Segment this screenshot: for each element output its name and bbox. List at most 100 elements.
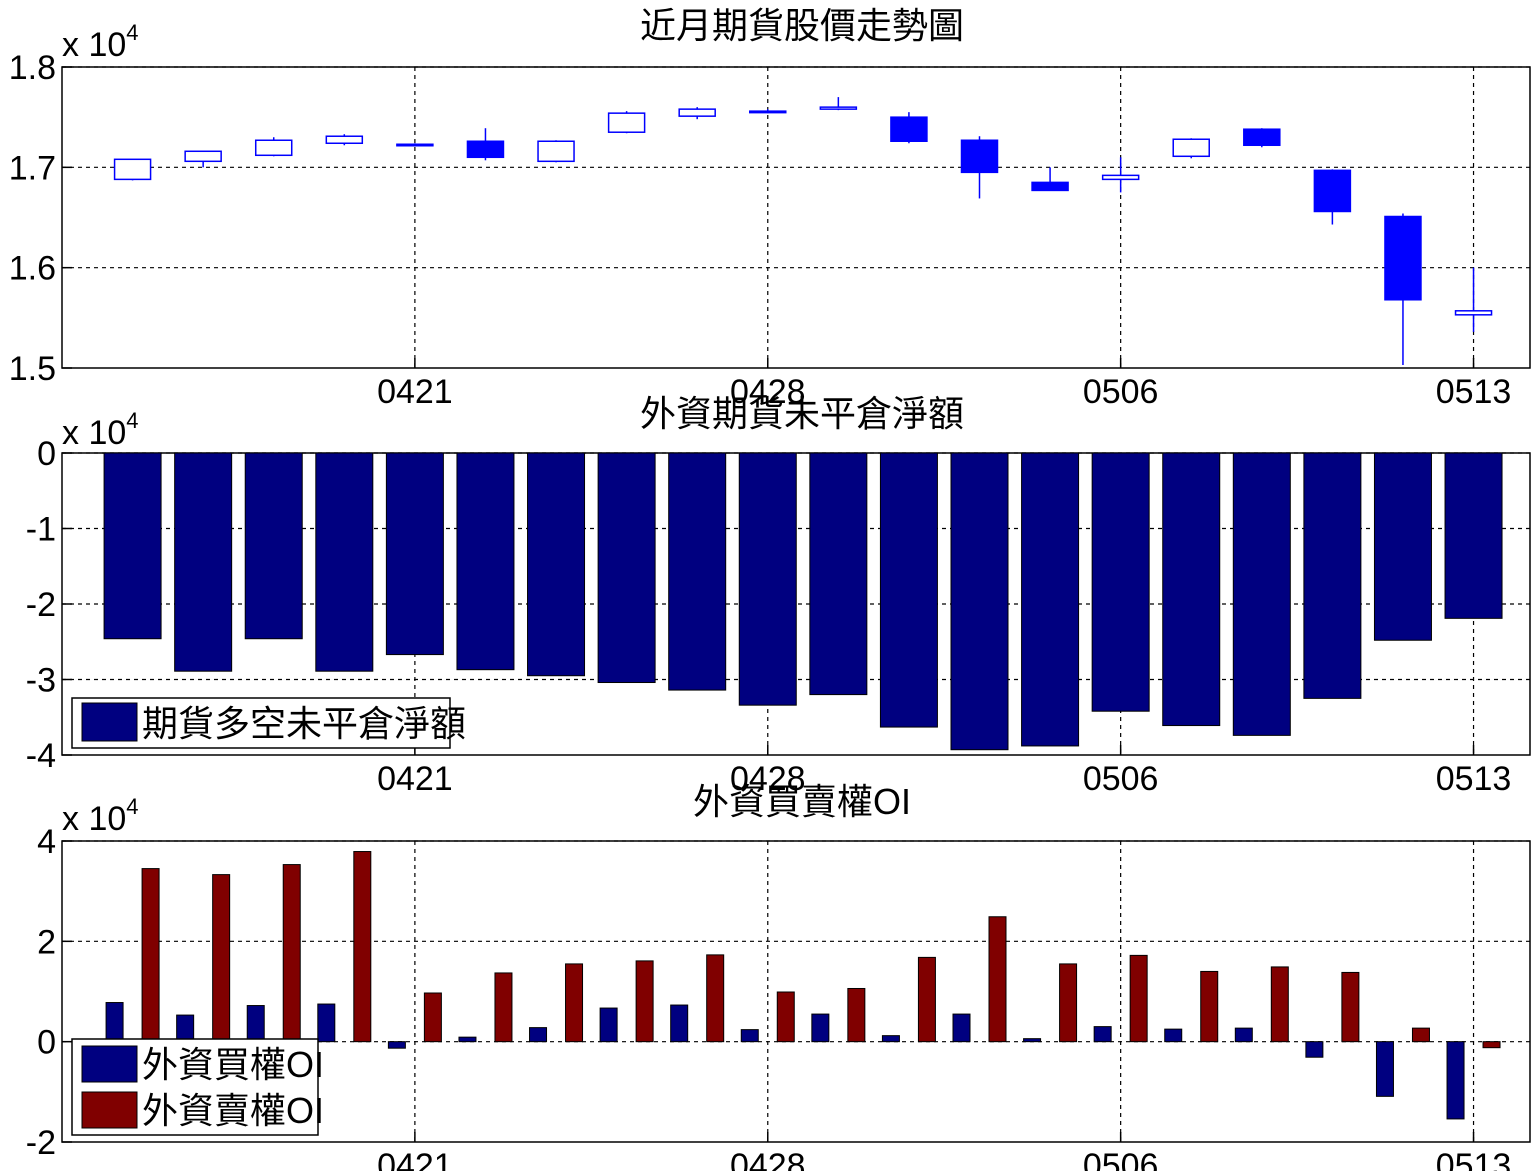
options-x-tick-label-2: 0506 bbox=[1083, 1147, 1159, 1171]
price-x-tick-label-0: 0421 bbox=[377, 373, 453, 411]
options-legend-label-put: 外資賣權OI bbox=[142, 1090, 324, 1131]
candle bbox=[396, 143, 434, 147]
price-x-tick-label-3: 0513 bbox=[1436, 373, 1512, 411]
futures-x-tick-label-1: 0428 bbox=[730, 760, 806, 798]
options-bar bbox=[1234, 1027, 1253, 1043]
options-bar bbox=[565, 963, 584, 1043]
options-bar bbox=[1129, 954, 1148, 1043]
candle bbox=[1101, 157, 1140, 193]
options-bar bbox=[387, 1041, 406, 1049]
options-bar bbox=[458, 1036, 477, 1043]
options-bar bbox=[811, 1013, 830, 1043]
futures-y-tick-label-1: -1 bbox=[26, 511, 56, 549]
options-bar bbox=[141, 868, 160, 1043]
candle bbox=[1172, 138, 1210, 159]
options-bar bbox=[353, 851, 372, 1043]
futures-legend-swatch bbox=[81, 702, 138, 742]
futures-bar bbox=[1373, 452, 1432, 641]
options-legend-swatch-put bbox=[81, 1091, 138, 1129]
price-exponent-label: x 104 bbox=[62, 20, 139, 64]
options-bar bbox=[988, 916, 1007, 1043]
futures-legend-label: 期貨多空未平倉淨額 bbox=[142, 703, 466, 744]
candle-body bbox=[749, 110, 787, 114]
candle-body bbox=[1243, 128, 1281, 147]
options-bar bbox=[317, 1003, 336, 1043]
options-bars bbox=[105, 851, 1501, 1120]
options-y-tick-label-0: 4 bbox=[37, 823, 56, 861]
options-chart-title: 外資買賣權OI bbox=[693, 781, 911, 822]
candle bbox=[466, 128, 505, 161]
candle-body bbox=[184, 150, 222, 163]
price-plot-area bbox=[61, 66, 1531, 369]
candle bbox=[819, 97, 858, 111]
options-bar bbox=[212, 874, 231, 1043]
options-bar bbox=[176, 1014, 195, 1043]
options-bar bbox=[776, 991, 795, 1043]
options-y-ticks: 4 2 0 -2 bbox=[26, 823, 72, 1162]
futures-y-ticks: 0 -1 -2 -3 -4 bbox=[26, 435, 72, 775]
options-legend-label-call: 外資買權OI bbox=[142, 1044, 324, 1085]
candle bbox=[678, 107, 716, 120]
options-legend: 外資買權OI 外資賣權OI bbox=[71, 1038, 324, 1136]
candle-body bbox=[113, 158, 152, 181]
options-bar bbox=[1446, 1041, 1465, 1120]
candle bbox=[537, 140, 575, 163]
futures-y-tick-label-4: -4 bbox=[26, 737, 56, 775]
futures-bar bbox=[809, 452, 868, 696]
futures-bar bbox=[385, 452, 444, 656]
candle bbox=[325, 134, 364, 146]
futures-bar bbox=[456, 452, 515, 671]
candle-body bbox=[254, 139, 293, 157]
candle-body bbox=[819, 106, 858, 110]
options-bar bbox=[917, 956, 936, 1043]
futures-bar bbox=[879, 452, 938, 728]
futures-legend: 期貨多空未平倉淨額 bbox=[71, 697, 466, 749]
candle-body bbox=[960, 139, 999, 174]
options-bar bbox=[635, 960, 654, 1043]
options-x-tick-label-3: 0513 bbox=[1436, 1147, 1512, 1171]
options-bar bbox=[740, 1029, 759, 1043]
candle bbox=[749, 109, 787, 114]
options-exponent-label: x 104 bbox=[62, 794, 139, 838]
futures-y-tick-label-0: 0 bbox=[37, 435, 56, 473]
options-grid bbox=[62, 840, 1530, 1142]
options-bar bbox=[1482, 1041, 1501, 1049]
candle-body bbox=[1313, 169, 1352, 213]
price-y-tick-label-1: 1.7 bbox=[9, 149, 56, 187]
candle bbox=[1243, 128, 1281, 148]
price-candles bbox=[113, 97, 1493, 365]
options-y-tick-label-3: -2 bbox=[26, 1124, 56, 1162]
futures-bar bbox=[174, 452, 233, 672]
futures-bar bbox=[738, 452, 797, 706]
candle bbox=[607, 111, 646, 134]
candle-body bbox=[325, 135, 364, 145]
price-y-tick-label-0: 1.8 bbox=[9, 49, 56, 87]
options-bar bbox=[670, 1004, 689, 1043]
options-bar bbox=[952, 1013, 971, 1043]
options-bar bbox=[282, 864, 301, 1043]
price-y-tick-label-3: 1.5 bbox=[9, 350, 56, 388]
candle bbox=[254, 137, 293, 157]
options-bar bbox=[1341, 971, 1360, 1043]
futures-bar bbox=[597, 452, 656, 684]
candle bbox=[1313, 169, 1352, 225]
candle-body bbox=[890, 116, 928, 142]
futures-x-ticks: 0421 0428 0506 0513 bbox=[377, 745, 1511, 798]
options-x-ticks: 0421 0428 0506 0513 bbox=[377, 1132, 1511, 1171]
options-bar bbox=[246, 1005, 265, 1043]
candle bbox=[1384, 213, 1422, 365]
options-y-tick-label-1: 2 bbox=[37, 923, 56, 961]
futures-bar bbox=[1232, 452, 1291, 736]
options-bar bbox=[105, 1002, 124, 1043]
options-y-tick-label-2: 0 bbox=[37, 1024, 56, 1062]
price-panel: 近月期貨股價走勢圖 x 104 1.8 1.7 1.6 1.5 0421 0428 050… bbox=[9, 5, 1531, 411]
price-x-tick-label-1: 0428 bbox=[730, 373, 806, 411]
futures-bars bbox=[103, 452, 1503, 751]
futures-bar bbox=[1303, 452, 1362, 699]
options-bar bbox=[1093, 1026, 1112, 1043]
futures-bar bbox=[1444, 452, 1503, 619]
options-bar bbox=[847, 987, 866, 1043]
futures-bar bbox=[1162, 452, 1221, 727]
price-chart-title: 近月期貨股價走勢圖 bbox=[640, 5, 964, 46]
